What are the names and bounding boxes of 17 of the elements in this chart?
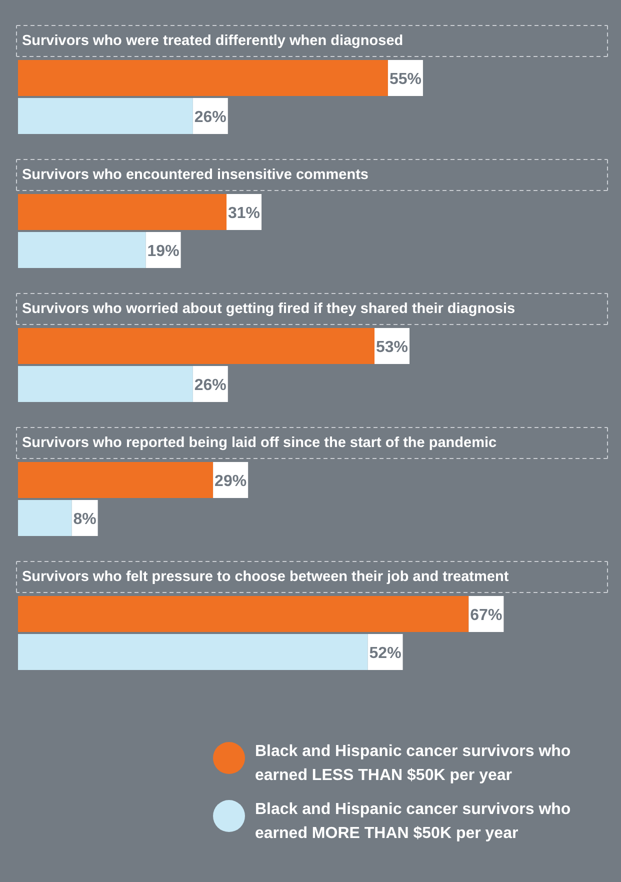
data-label: 29% (214, 473, 247, 490)
y-tick-label: Survivors who encountered insensitive comments (22, 166, 368, 185)
y-tick-label: Survivors who were treated differently when diagnosed (22, 32, 404, 51)
data-label: 53% (376, 339, 408, 356)
data-label: 31% (228, 205, 260, 222)
data-label: 19% (147, 243, 180, 260)
data-label: 67% (470, 607, 502, 624)
legend-label: Black and Hispanic cancer survivors who earned MORE THAN $50K per year (255, 800, 572, 844)
y-tick-label: Survivors who worried about getting fired if they shared their diagnosis (22, 300, 516, 319)
y-tick-label: Survivors who reported being laid off since the start of the pandemic (22, 434, 497, 453)
data-label: 55% (389, 71, 422, 88)
data-label: 26% (194, 109, 226, 126)
data-label: 26% (194, 377, 226, 394)
data-label: 52% (369, 645, 402, 662)
legend-label: Black and Hispanic cancer survivors who earned LESS THAN $50K per year (255, 742, 572, 786)
y-tick-label: Survivors who felt pressure to choose between their job and treatment (22, 568, 509, 587)
data-label: 8% (73, 511, 96, 528)
